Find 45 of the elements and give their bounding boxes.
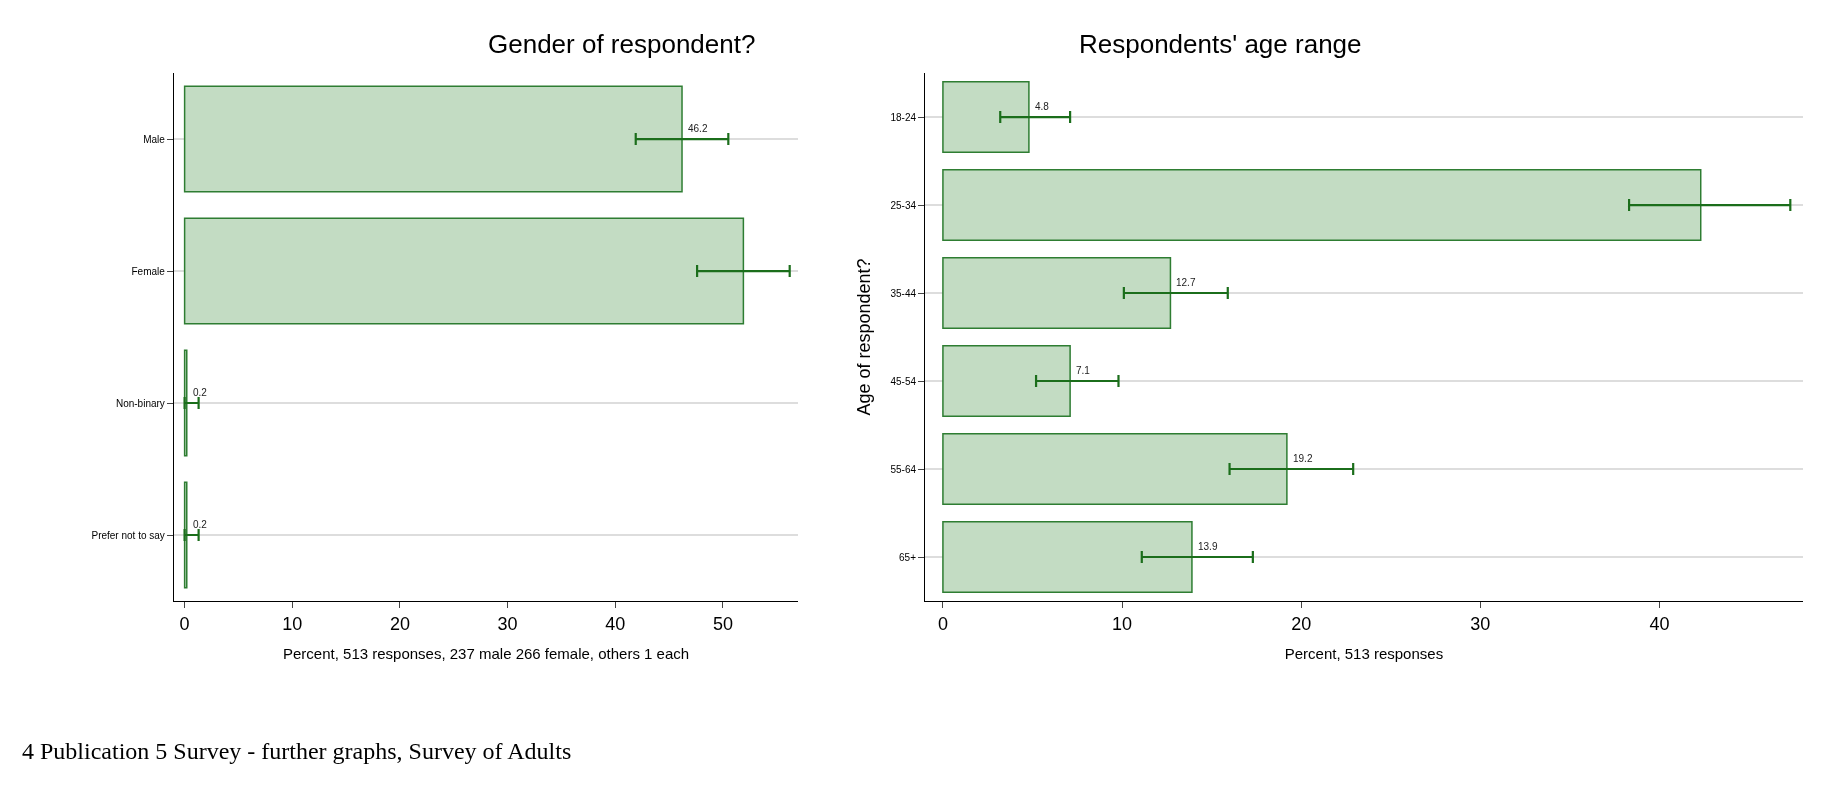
- bar: [183, 349, 188, 457]
- y-tick-label: 65+: [899, 551, 917, 563]
- x-tick-label: 50: [712, 613, 733, 634]
- bar: [183, 217, 745, 325]
- data-label: 7.1: [1076, 365, 1091, 376]
- data-label: 4.8: [1035, 101, 1050, 112]
- x-tick-label: 0: [937, 613, 948, 634]
- x-tick-label: 10: [282, 613, 303, 634]
- data-label: 13.9: [1198, 541, 1218, 552]
- data-label: 0.2: [193, 519, 208, 530]
- bar: [942, 521, 1193, 593]
- y-tick-label: 55-64: [890, 463, 917, 475]
- y-tick-label: 35-44: [890, 287, 917, 299]
- y-tick-label: 18-24: [890, 111, 917, 123]
- chart-title: Respondents' age range: [1079, 29, 1362, 59]
- x-axis-title: Percent, 513 responses: [1284, 644, 1444, 662]
- x-tick-label: 10: [1112, 613, 1133, 634]
- x-tick-label: 40: [1649, 613, 1670, 634]
- y-tick-label: Male: [143, 133, 166, 145]
- x-tick-label: 40: [605, 613, 626, 634]
- x-tick-label: 20: [1291, 613, 1312, 634]
- data-label: 0.2: [193, 387, 208, 398]
- y-tick-label: Female: [131, 265, 166, 277]
- text: 4 Publication 5 Survey - further graphs, Survey of Adults: [22, 738, 572, 764]
- x-tick-label: 20: [389, 613, 410, 634]
- bar: [942, 257, 1172, 329]
- y-axis-title: Age of respondent?: [853, 258, 874, 416]
- y-tick-label: Prefer not to say: [91, 529, 165, 541]
- bar: [942, 345, 1071, 417]
- y-tick-label: 25-34: [890, 199, 917, 211]
- bar: [942, 433, 1288, 505]
- data-label: 46.2: [688, 123, 708, 134]
- data-label: 19.2: [1293, 453, 1313, 464]
- bar: [183, 85, 683, 193]
- x-tick-label: 30: [497, 613, 518, 634]
- x-axis-title: Percent, 513 responses, 237 male 266 female, others 1 each: [283, 644, 690, 662]
- y-tick-label: Non-binary: [115, 397, 165, 409]
- bar: [942, 169, 1702, 241]
- x-tick-label: 30: [1470, 613, 1491, 634]
- chart-title: Gender of respondent?: [488, 29, 756, 59]
- x-tick-label: 0: [179, 613, 190, 634]
- bar: [183, 481, 188, 589]
- data-label: 12.7: [1176, 277, 1196, 288]
- y-tick-label: 45-54: [890, 375, 917, 387]
- bar: [942, 81, 1030, 153]
